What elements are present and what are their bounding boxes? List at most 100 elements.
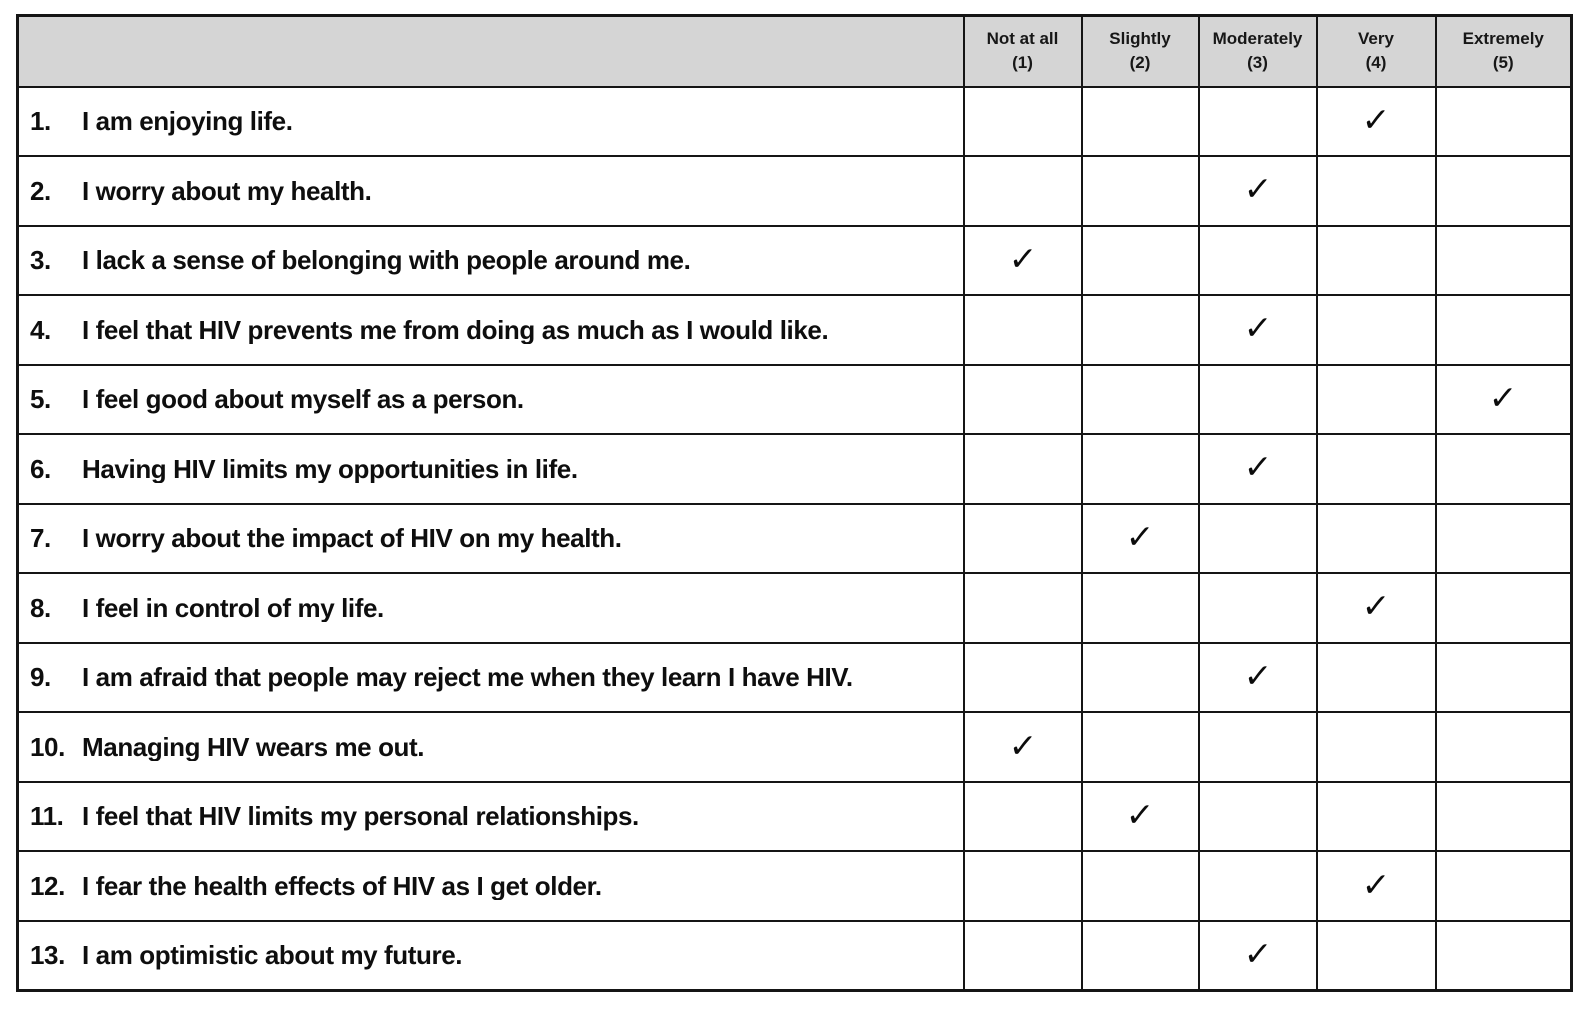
rating-cell-slightly[interactable] <box>1080 85 1200 158</box>
rating-cell-extremely[interactable] <box>1434 224 1573 297</box>
question-text: I fear the health effects of HIV as I ge… <box>82 871 602 901</box>
rating-cell-not-at-all[interactable]: ✓ <box>962 711 1083 783</box>
rating-cell-extremely[interactable] <box>1434 294 1573 366</box>
rating-cell-extremely[interactable] <box>1434 502 1573 575</box>
rating-cell-not-at-all[interactable] <box>962 433 1083 505</box>
rating-cell-slightly[interactable] <box>1080 224 1200 297</box>
question-cell: 6. Having HIV limits my opportunities in… <box>16 433 965 505</box>
checkmark-icon: ✓ <box>1242 656 1273 696</box>
rating-cell-not-at-all[interactable] <box>962 85 1083 158</box>
checkmark-icon: ✓ <box>1124 516 1156 556</box>
question-text: I am enjoying life. <box>82 106 293 136</box>
column-label: Very <box>1358 28 1394 48</box>
rating-cell-extremely[interactable] <box>1434 85 1573 158</box>
rating-cell-slightly[interactable] <box>1080 711 1200 783</box>
rating-cell-very[interactable] <box>1315 433 1437 505</box>
rating-cell-not-at-all[interactable]: ✓ <box>962 224 1083 297</box>
rating-scale-header: Not at all (1) Slightly (2) Moderately (… <box>16 14 1573 88</box>
table-row: 1. I am enjoying life. ✓ <box>16 85 1573 158</box>
column-value: (5) <box>1492 53 1514 73</box>
question-number: 11. <box>30 801 64 832</box>
table-row: 5. I feel good about myself as a person.… <box>16 363 1573 436</box>
column-value: (4) <box>1365 53 1387 73</box>
rating-cell-not-at-all[interactable] <box>962 919 1083 992</box>
column-label: Not at all <box>986 28 1059 48</box>
question-number: 4. <box>30 314 51 345</box>
rating-cell-moderately[interactable] <box>1197 363 1318 436</box>
rating-cell-moderately[interactable] <box>1197 711 1318 783</box>
question-number: 7. <box>30 523 51 554</box>
rating-cell-moderately[interactable] <box>1197 572 1318 644</box>
rating-cell-slightly[interactable] <box>1080 363 1200 436</box>
rating-cell-very[interactable]: ✓ <box>1315 850 1437 922</box>
rating-cell-not-at-all[interactable] <box>962 155 1083 227</box>
rating-cell-very[interactable] <box>1315 919 1437 992</box>
question-number: 8. <box>30 592 51 623</box>
rating-cell-slightly[interactable] <box>1080 155 1200 227</box>
rating-cell-moderately[interactable] <box>1197 85 1318 158</box>
rating-cell-not-at-all[interactable] <box>962 363 1083 436</box>
rating-cell-moderately[interactable]: ✓ <box>1197 919 1318 992</box>
rating-cell-moderately[interactable] <box>1197 224 1318 297</box>
rating-cell-moderately[interactable]: ✓ <box>1197 294 1318 366</box>
table-row: 8. I feel in control of my life. ✓ <box>16 572 1573 644</box>
rating-cell-moderately[interactable] <box>1197 850 1318 922</box>
rating-cell-moderately[interactable]: ✓ <box>1197 155 1318 227</box>
question-number: 6. <box>30 453 51 484</box>
rating-cell-extremely[interactable] <box>1434 780 1573 853</box>
rating-cell-not-at-all[interactable] <box>962 780 1083 853</box>
question-number: 13. <box>30 940 65 971</box>
qol-rating-table: Not at all (1) Slightly (2) Moderately (… <box>16 14 1573 992</box>
rating-cell-not-at-all[interactable] <box>962 850 1083 922</box>
table-row: 12. I fear the health effects of HIV as … <box>16 850 1573 922</box>
rating-cell-slightly[interactable] <box>1080 572 1200 644</box>
rating-cell-extremely[interactable] <box>1434 572 1573 644</box>
rating-cell-moderately[interactable] <box>1197 780 1318 853</box>
rating-cell-extremely[interactable] <box>1434 850 1573 922</box>
rating-cell-not-at-all[interactable] <box>962 294 1083 366</box>
checkmark-icon: ✓ <box>1242 308 1273 348</box>
rating-cell-slightly[interactable] <box>1080 641 1200 714</box>
question-column-header <box>16 14 965 88</box>
rating-cell-not-at-all[interactable] <box>962 641 1083 714</box>
rating-cell-slightly[interactable]: ✓ <box>1080 780 1200 853</box>
question-text: Having HIV limits my opportunities in li… <box>82 454 578 484</box>
rating-cell-very[interactable] <box>1315 641 1437 714</box>
rating-cell-slightly[interactable] <box>1080 433 1200 505</box>
rating-cell-not-at-all[interactable] <box>962 502 1083 575</box>
rating-cell-very[interactable]: ✓ <box>1315 572 1437 644</box>
rating-cell-moderately[interactable] <box>1197 502 1318 575</box>
question-number: 9. <box>30 662 51 693</box>
rating-cell-not-at-all[interactable] <box>962 572 1083 644</box>
rating-cell-slightly[interactable]: ✓ <box>1080 502 1200 575</box>
rating-cell-extremely[interactable] <box>1434 711 1573 783</box>
question-number: 5. <box>30 384 51 415</box>
rating-cell-slightly[interactable] <box>1080 919 1200 992</box>
rating-cell-very[interactable] <box>1315 780 1437 853</box>
rating-cell-very[interactable] <box>1315 155 1437 227</box>
checkmark-icon: ✓ <box>1124 795 1156 835</box>
question-text: Managing HIV wears me out. <box>82 732 425 762</box>
rating-cell-moderately[interactable]: ✓ <box>1197 433 1318 505</box>
table-row: 11. I feel that HIV limits my personal r… <box>16 780 1573 853</box>
column-header-moderately: Moderately (3) <box>1197 14 1318 88</box>
rating-cell-slightly[interactable] <box>1080 294 1200 366</box>
rating-cell-very[interactable]: ✓ <box>1315 85 1437 158</box>
rating-cell-very[interactable] <box>1315 711 1437 783</box>
column-value: (3) <box>1247 53 1268 73</box>
rating-cell-very[interactable] <box>1315 294 1437 366</box>
rating-cell-extremely[interactable] <box>1434 433 1573 505</box>
column-value: (2) <box>1129 53 1151 73</box>
rating-cell-moderately[interactable]: ✓ <box>1197 641 1318 714</box>
rating-cell-very[interactable] <box>1315 224 1437 297</box>
rating-cell-extremely[interactable] <box>1434 919 1573 992</box>
rating-cell-slightly[interactable] <box>1080 850 1200 922</box>
rating-cell-very[interactable] <box>1315 502 1437 575</box>
rating-cell-extremely[interactable]: ✓ <box>1434 363 1573 436</box>
rating-cell-very[interactable] <box>1315 363 1437 436</box>
table-row: 4. I feel that HIV prevents me from doin… <box>16 294 1573 366</box>
rating-cell-extremely[interactable] <box>1434 641 1573 714</box>
question-text: I am optimistic about my future. <box>82 941 463 970</box>
rating-cell-extremely[interactable] <box>1434 155 1573 227</box>
column-label: Extremely <box>1462 28 1544 48</box>
